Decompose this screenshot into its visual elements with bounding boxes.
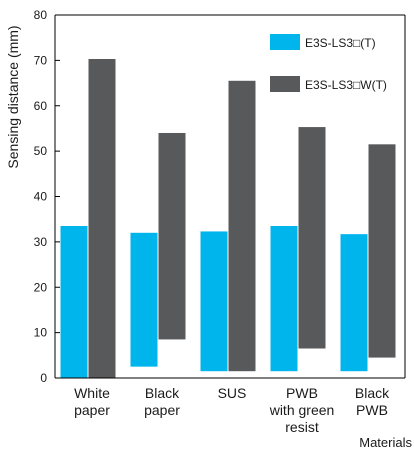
bar-series-2-cat-2: [158, 132, 186, 340]
y-tick-label: 40: [34, 190, 48, 204]
legend: E3S-LS3□(T) E3S-LS3□W(T): [270, 34, 387, 92]
legend-label-1: E3S-LS3□(T): [305, 36, 376, 50]
y-tick-label: 70: [34, 53, 48, 67]
legend-swatch-1: [270, 34, 300, 50]
y-tick-label: 50: [34, 144, 48, 158]
bar-series-1-cat-3: [200, 231, 228, 372]
x-tick-label: paper: [74, 402, 110, 418]
x-tick-label: paper: [144, 402, 180, 418]
y-tick-label: 60: [34, 99, 48, 113]
x-axis-label: Materials: [359, 435, 412, 450]
bar-series-2-cat-4: [298, 127, 326, 349]
x-tick-label: with green: [269, 402, 335, 418]
bar-series-1-cat-5: [340, 234, 368, 372]
bar-series-1-cat-4: [270, 225, 298, 372]
y-tick-label: 0: [40, 371, 47, 385]
y-axis-ticks: 0 10 20 30 40 50 60 70 80: [34, 8, 60, 385]
x-tick-label: White: [74, 385, 110, 401]
x-tick-label: PWB: [356, 402, 388, 418]
bar-series-1-cat-2: [130, 232, 158, 367]
bar-series-2-cat-5: [368, 144, 396, 358]
x-tick-label: SUS: [218, 385, 247, 401]
bar-series-2-cat-3: [228, 80, 256, 372]
legend-swatch-2: [270, 76, 300, 92]
x-tick-label: Black: [355, 385, 390, 401]
y-tick-label: 80: [34, 8, 48, 22]
plot-frame: [54, 14, 406, 379]
bar-series-1-cat-1: [60, 225, 88, 378]
bar-series-2-cat-1: [88, 59, 116, 379]
x-tick-label: resist: [285, 419, 319, 435]
bars: [60, 59, 396, 379]
x-tick-label: Black: [145, 385, 180, 401]
y-axis-label: Sensing distance (mm): [5, 25, 21, 168]
x-tick-label: PWB: [286, 385, 318, 401]
legend-label-2: E3S-LS3□W(T): [305, 78, 387, 92]
y-tick-label: 10: [34, 326, 48, 340]
y-tick-label: 30: [34, 235, 48, 249]
y-tick-label: 20: [34, 280, 48, 294]
